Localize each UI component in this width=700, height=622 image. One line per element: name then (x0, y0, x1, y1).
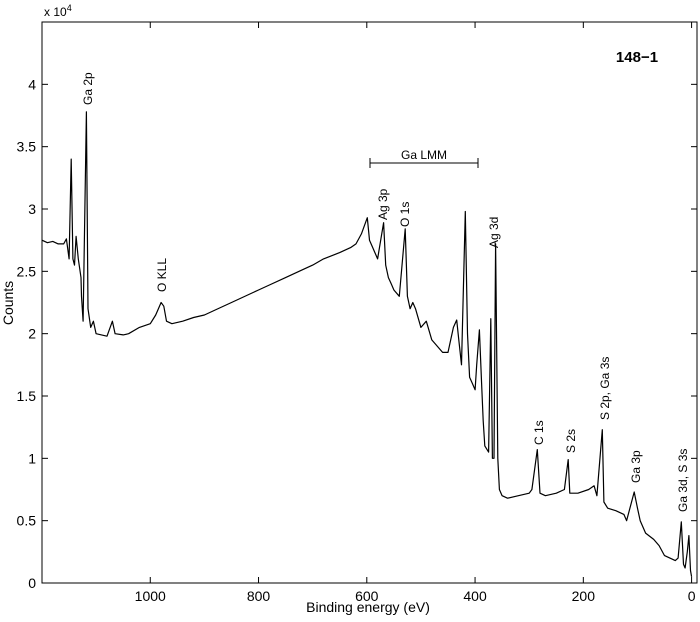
y-tick-label: 3.5 (17, 139, 37, 155)
x-tick-label: 200 (572, 588, 596, 604)
peak-label: Ga 3p (629, 450, 643, 483)
x-tick-label: 400 (463, 588, 487, 604)
x-tick-label: 600 (355, 588, 379, 604)
spectrum-line (41, 111, 693, 577)
y-tick-label: 2 (28, 326, 36, 342)
y-tick-label: 1 (28, 450, 36, 466)
plot-frame (41, 21, 698, 584)
peak-label: S 2s (564, 429, 578, 453)
x-tick-label: 1000 (135, 588, 166, 604)
chart-title: 148−1 (616, 49, 658, 66)
y-tick-label: 0 (28, 575, 36, 591)
x-tick-label: 0 (688, 588, 696, 604)
peak-label: Ga 2p (81, 72, 95, 105)
x-axis-label: Binding energy (eV) (306, 599, 430, 615)
peak-label: S 2p, Ga 3s (598, 357, 612, 420)
y-tick-label: 0.5 (17, 513, 37, 529)
y-tick-label: 2.5 (17, 263, 37, 279)
y-axis-label: Counts (0, 281, 16, 325)
x-tick-label: 800 (247, 588, 271, 604)
peak-label: C 1s (532, 420, 546, 445)
peak-label: Ga 3d, S 3s (676, 449, 690, 512)
y-multiplier: x 104 (44, 3, 72, 19)
multiplier-exponent: 4 (67, 3, 72, 13)
multiplier-base: x 10 (44, 5, 67, 19)
y-tick-label: 3 (28, 201, 36, 217)
peak-label: O KLL (155, 258, 169, 292)
bracket-label: Ga LMM (401, 148, 447, 162)
peak-label: Ag 3p (376, 188, 390, 220)
y-tick-label: 1.5 (17, 388, 37, 404)
peak-label: O 1s (398, 202, 412, 227)
bracket (369, 158, 479, 168)
y-tick-label: 4 (28, 76, 36, 92)
peak-label: Ag 3d (487, 217, 501, 248)
